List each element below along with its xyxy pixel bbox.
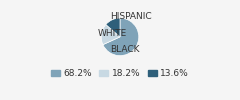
Wedge shape	[106, 18, 120, 37]
Wedge shape	[103, 18, 139, 56]
Text: WHITE: WHITE	[97, 29, 126, 38]
Wedge shape	[101, 24, 120, 45]
Text: BLACK: BLACK	[110, 45, 139, 54]
Text: HISPANIC: HISPANIC	[110, 12, 152, 20]
Legend: 68.2%, 18.2%, 13.6%: 68.2%, 18.2%, 13.6%	[47, 66, 193, 82]
